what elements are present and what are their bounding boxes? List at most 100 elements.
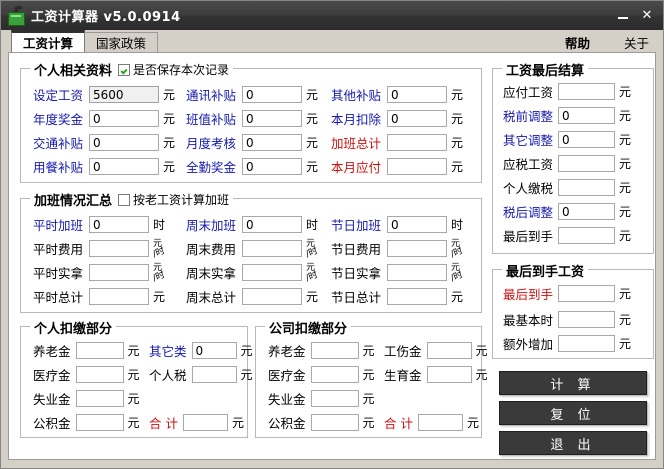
unit-fs-taxable-salary: 元 [619, 157, 632, 171]
input-fs-personal-tax[interactable] [558, 179, 616, 196]
field-holiday-total: 节日总计 元 [331, 287, 463, 306]
input-weekend-total[interactable] [242, 288, 303, 305]
exit-button[interactable]: 退 出 [499, 431, 647, 455]
input-th-extra[interactable] [558, 335, 616, 352]
unit-pd-housing: 元 [127, 416, 140, 430]
input-weekday-overtime[interactable]: 0 [89, 216, 150, 233]
input-pd-other[interactable]: 0 [191, 342, 237, 359]
unit-monthly-review: 元 [306, 136, 319, 150]
label-pd-housing: 公积金 [33, 416, 71, 431]
group-overtime-summary: 加班情况汇总 按老工资计算加班 平时加班 0 时 平时费用 元/时 平时实拿 [20, 190, 482, 313]
group-personal-deduction-legend: 个人扣缴部分 [30, 318, 117, 337]
input-cd-unemployment[interactable] [310, 390, 359, 407]
reset-button[interactable]: 复 位 [499, 401, 647, 425]
group-personal-info-title: 个人相关资料 [34, 64, 113, 79]
input-fs-taxable-salary[interactable] [558, 155, 616, 172]
input-weekend-net[interactable] [242, 264, 303, 281]
field-holiday-net: 节日实拿 元/时 [331, 262, 465, 284]
input-pd-housing[interactable] [75, 414, 124, 431]
tab-national-policy[interactable]: 国家政策 [84, 32, 159, 52]
field-weekend-net: 周末实拿 元/时 [186, 263, 319, 283]
tab-salary-calc[interactable]: 工资计算 [11, 30, 86, 52]
label-weekend-total: 周末总计 [186, 290, 237, 305]
input-transport-subsidy[interactable]: 0 [89, 134, 160, 151]
input-fs-pretax-adjust[interactable]: 0 [558, 107, 616, 124]
menu-help[interactable]: 帮助 [564, 36, 590, 51]
label-weekend-overtime: 周末加班 [186, 218, 237, 233]
unit-holiday-total: 元 [451, 290, 464, 304]
unit-pd-total: 元 [231, 416, 244, 430]
input-overtime-total[interactable] [387, 134, 448, 151]
field-cd-injury: 工伤金 元 [384, 341, 488, 360]
input-pd-income-tax[interactable] [191, 366, 237, 383]
input-annual-bonus[interactable]: 0 [89, 110, 160, 127]
menu-about[interactable]: 关于 [623, 36, 649, 51]
field-cd-unemployment: 失业金 元 [268, 389, 375, 408]
input-holiday-net[interactable] [387, 264, 448, 281]
unit-overtime-total: 元 [451, 136, 464, 150]
input-set-salary[interactable]: 5600 [89, 86, 160, 103]
input-weekday-rate[interactable] [89, 240, 150, 257]
input-cd-injury[interactable] [426, 342, 472, 359]
input-weekday-total[interactable] [89, 288, 150, 305]
input-cd-housing[interactable] [310, 414, 359, 431]
minimize-button[interactable] [611, 6, 635, 26]
unit-month-payable: 元 [451, 160, 464, 174]
unit-pd-income-tax: 元 [240, 368, 253, 382]
group-personal-info: 个人相关资料 是否保存本次记录 设定工资 5600 元 年度奖金 0 元 交通补… [20, 60, 482, 183]
unit-pd-other: 元 [240, 344, 253, 358]
input-attendance-bonus[interactable]: 0 [242, 158, 303, 175]
input-holiday-total[interactable] [387, 288, 448, 305]
label-other-subsidy: 其他补贴 [331, 88, 382, 103]
unit-attendance-bonus: 元 [306, 160, 319, 174]
input-shift-subsidy[interactable]: 0 [242, 110, 303, 127]
unit-th-extra: 元 [619, 337, 632, 351]
input-weekend-rate[interactable] [242, 240, 303, 257]
input-comm-subsidy[interactable]: 0 [242, 86, 303, 103]
group-overtime-legend: 加班情况汇总 按老工资计算加班 [30, 190, 234, 209]
calculate-button[interactable]: 计 算 [499, 371, 647, 395]
input-th-final[interactable] [558, 285, 616, 302]
label-cd-housing: 公积金 [268, 416, 306, 431]
input-weekday-net[interactable] [89, 264, 150, 281]
input-other-subsidy[interactable]: 0 [387, 86, 448, 103]
input-month-payable[interactable] [387, 158, 448, 175]
group-personal-info-legend: 个人相关资料 是否保存本次记录 [30, 60, 234, 79]
input-fs-take-home[interactable] [558, 227, 616, 244]
unit-holiday-net: 元/时 [449, 262, 465, 284]
field-fs-pretax-adjust: 税前调整 0 元 [503, 106, 631, 125]
old-salary-overtime-checkbox[interactable] [118, 193, 131, 206]
label-weekend-net: 周末实拿 [186, 266, 237, 281]
save-record-checkbox[interactable] [118, 63, 131, 76]
input-month-deduction[interactable]: 0 [387, 110, 448, 127]
input-holiday-rate[interactable] [387, 240, 448, 257]
label-monthly-review: 月度考核 [186, 136, 237, 151]
label-cd-total: 合 计 [384, 416, 413, 431]
input-cd-total[interactable] [417, 414, 463, 431]
input-th-base-hour[interactable] [558, 311, 616, 328]
input-holiday-overtime[interactable]: 0 [387, 216, 448, 233]
field-fs-aftertax-adjust: 税后调整 0 元 [503, 202, 631, 221]
input-fs-other-adjust[interactable]: 0 [558, 131, 616, 148]
input-monthly-review[interactable]: 0 [242, 134, 303, 151]
input-pd-unemployment[interactable] [75, 390, 124, 407]
field-pd-pension: 养老金 元 [33, 341, 140, 360]
field-month-payable: 本月应付 元 [331, 157, 463, 176]
input-pd-total[interactable] [182, 414, 228, 431]
label-cd-maternity: 生育金 [384, 368, 422, 383]
group-company-deduction-legend: 公司扣缴部分 [265, 318, 352, 337]
input-weekend-overtime[interactable]: 0 [242, 216, 303, 233]
close-icon[interactable]: ✕ [641, 8, 653, 23]
input-meal-subsidy[interactable]: 0 [89, 158, 160, 175]
input-pd-pension[interactable] [75, 342, 124, 359]
input-fs-payable-salary[interactable] [558, 83, 616, 100]
label-weekday-overtime: 平时加班 [33, 218, 84, 233]
unit-cd-total: 元 [466, 416, 479, 430]
input-cd-medical[interactable] [310, 366, 359, 383]
label-annual-bonus: 年度奖金 [33, 112, 84, 127]
input-cd-maternity[interactable] [426, 366, 472, 383]
input-fs-aftertax-adjust[interactable]: 0 [558, 203, 616, 220]
input-cd-pension[interactable] [310, 342, 359, 359]
field-fs-taxable-salary: 应税工资 元 [503, 154, 631, 173]
input-pd-medical[interactable] [75, 366, 124, 383]
